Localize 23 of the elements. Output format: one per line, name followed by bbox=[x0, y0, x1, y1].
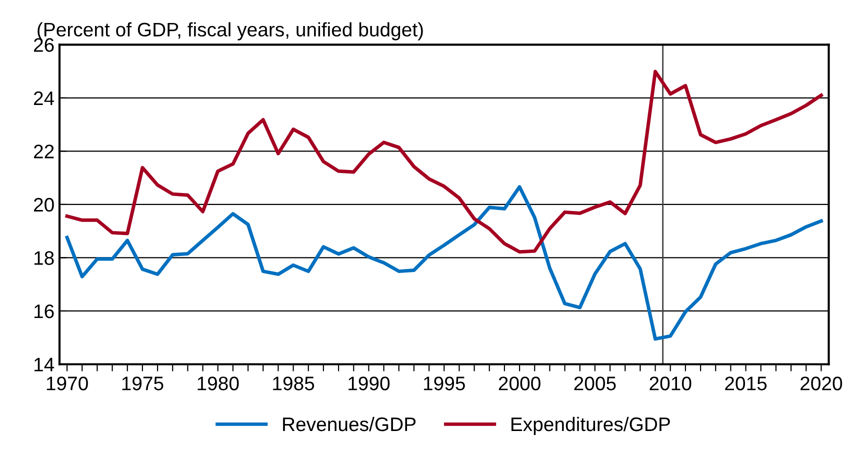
legend-label: Expenditures/GDP bbox=[512, 416, 670, 436]
x-tick-label: 1995 bbox=[424, 376, 465, 390]
y-tick-label: 16 bbox=[34, 304, 54, 318]
y-tick-label: 22 bbox=[34, 144, 54, 158]
x-tick-label: 1970 bbox=[46, 376, 88, 390]
x-tick-label: 2000 bbox=[498, 376, 540, 390]
y-tick-label: 18 bbox=[34, 251, 54, 265]
x-tick-label: 2010 bbox=[650, 376, 692, 390]
line-series bbox=[65, 185, 823, 341]
x-tick-label: 2015 bbox=[725, 376, 767, 390]
x-tick-label: 2020 bbox=[800, 376, 842, 390]
y-tick-label: 14 bbox=[34, 358, 54, 372]
chart-title: (Percent of GDP, fiscal years, unified budget) bbox=[38, 22, 423, 40]
legend-label: Revenues/GDP bbox=[283, 416, 416, 432]
x-tick-label: 1980 bbox=[198, 376, 239, 390]
x-tick-label: 1975 bbox=[122, 376, 164, 390]
y-tick-label: 26 bbox=[34, 38, 54, 52]
line-series bbox=[65, 70, 823, 254]
y-tick-label: 20 bbox=[34, 198, 54, 212]
x-tick-label: 2005 bbox=[574, 376, 616, 390]
x-tick-label: 1985 bbox=[273, 376, 314, 390]
y-tick-label: 24 bbox=[34, 91, 54, 105]
x-tick-label: 1990 bbox=[348, 376, 390, 390]
